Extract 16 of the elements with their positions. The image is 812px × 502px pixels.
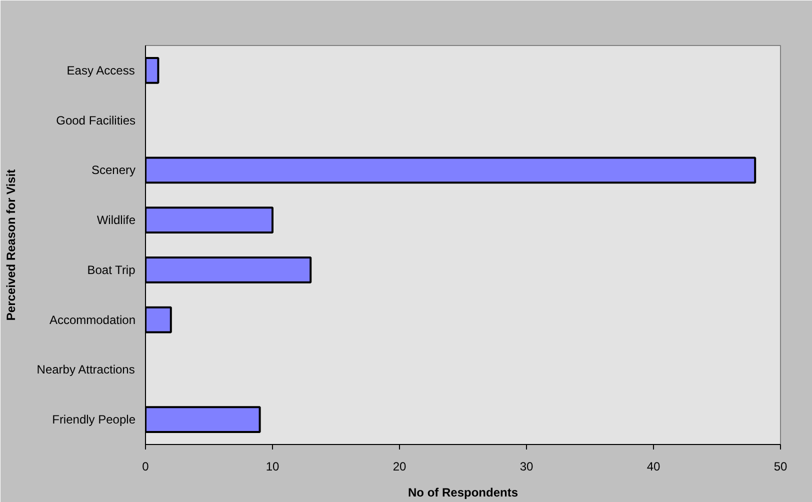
y-tick-label: Accommodation: [49, 312, 136, 327]
x-tick-label: 30: [520, 460, 534, 474]
x-tick-label: 0: [142, 460, 150, 474]
y-tick-label: Nearby Attractions: [36, 362, 135, 377]
y-tick-label: Wildlife: [96, 213, 136, 228]
y-tick-label: Good Facilities: [56, 113, 136, 128]
y-tick-label: Boat Trip: [87, 262, 136, 277]
y-tick-label: Scenery: [91, 163, 136, 178]
y-axis-title: Perceived Reason for Visit: [4, 169, 18, 321]
x-tick-label: 40: [646, 460, 660, 474]
y-tick-label: Friendly People: [52, 412, 136, 427]
x-tick-label: 20: [392, 460, 406, 474]
y-tick-label: Easy Access: [66, 63, 135, 78]
x-tick-label: 10: [266, 460, 280, 474]
x-axis-title: No of Respondents: [408, 486, 518, 500]
x-tick-label: 50: [774, 460, 788, 474]
